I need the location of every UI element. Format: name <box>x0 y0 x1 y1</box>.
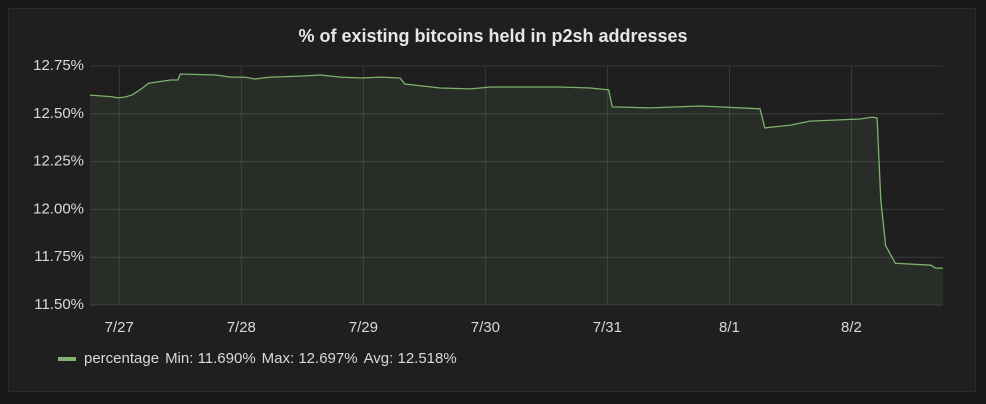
panel <box>8 8 976 392</box>
y-tick-label: 11.75% <box>34 248 84 265</box>
y-tick-label: 12.00% <box>33 200 84 217</box>
chart-title: % of existing bitcoins held in p2sh addr… <box>298 26 687 46</box>
legend: percentage Min: 11.690% Max: 12.697% Avg: … <box>58 350 457 367</box>
x-tick-label: 7/28 <box>227 319 256 336</box>
legend-stat: Avg: 12.518% <box>363 350 457 367</box>
area-fill <box>90 74 943 305</box>
y-tick-label: 11.50% <box>34 296 84 313</box>
legend-stat: Min: 11.690% <box>165 350 256 367</box>
legend-stat: Max: 12.697% <box>261 350 358 367</box>
x-tick-label: 7/27 <box>105 319 134 336</box>
legend-label: percentage <box>84 350 160 367</box>
y-tick-label: 12.75% <box>33 57 84 74</box>
x-tick-label: 8/2 <box>841 319 862 336</box>
x-tick-label: 8/1 <box>719 319 740 336</box>
series-line <box>89 73 943 269</box>
y-tick-label: 12.25% <box>33 153 84 170</box>
x-tick-label: 7/30 <box>471 319 500 336</box>
grid <box>90 65 943 306</box>
legend-swatch <box>58 356 76 361</box>
x-tick-label: 7/31 <box>593 319 622 336</box>
y-tick-label: 12.50% <box>33 105 84 122</box>
x-tick-label: 7/29 <box>349 319 378 336</box>
